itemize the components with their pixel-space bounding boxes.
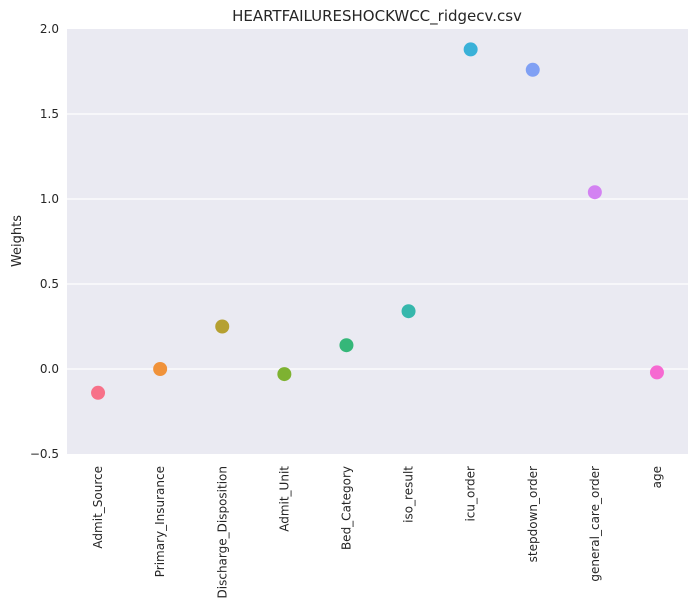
data-point bbox=[587, 185, 602, 200]
data-point bbox=[91, 385, 106, 400]
gridlines bbox=[67, 113, 688, 370]
data-point bbox=[215, 319, 230, 334]
data-point bbox=[339, 338, 354, 353]
x-tick-label: icu_order bbox=[464, 466, 478, 522]
x-tick-label: stepdown_order bbox=[526, 466, 540, 562]
data-points bbox=[91, 42, 664, 400]
y-tick-label: 0.0 bbox=[40, 362, 59, 376]
y-tick-label: 1.0 bbox=[40, 192, 59, 206]
x-tick-label: Admit_Unit bbox=[277, 466, 291, 532]
plot-background bbox=[67, 29, 688, 454]
chart-title: HEARTFAILURESHOCKWCC_ridgecv.csv bbox=[232, 7, 522, 26]
x-tick-label: Bed_Category bbox=[339, 466, 353, 550]
y-tick-labels: −0.5 0.0 0.5 1.0 1.5 2.0 bbox=[30, 22, 59, 461]
y-tick-label: 1.5 bbox=[40, 107, 59, 121]
x-tick-label: iso_result bbox=[402, 466, 416, 523]
x-tick-label: Admit_Source bbox=[91, 466, 105, 549]
data-point bbox=[401, 304, 416, 319]
y-axis-label: Weights bbox=[10, 215, 25, 267]
y-tick-label: 0.5 bbox=[40, 277, 59, 291]
y-tick-label: −0.5 bbox=[30, 447, 59, 461]
x-tick-labels: Admit_Source Primary_Insurance Discharge_D… bbox=[91, 466, 664, 599]
data-point bbox=[463, 42, 478, 57]
x-tick-label: general_care_order bbox=[588, 466, 602, 582]
x-tick-label: Discharge_Disposition bbox=[215, 466, 229, 598]
x-tick-label: Primary_Insurance bbox=[153, 466, 167, 577]
data-point bbox=[649, 365, 664, 380]
data-point bbox=[277, 367, 292, 382]
x-tick-label: age bbox=[650, 466, 664, 488]
data-point bbox=[525, 62, 540, 77]
data-point bbox=[153, 362, 168, 376]
y-tick-label: 2.0 bbox=[40, 22, 59, 36]
